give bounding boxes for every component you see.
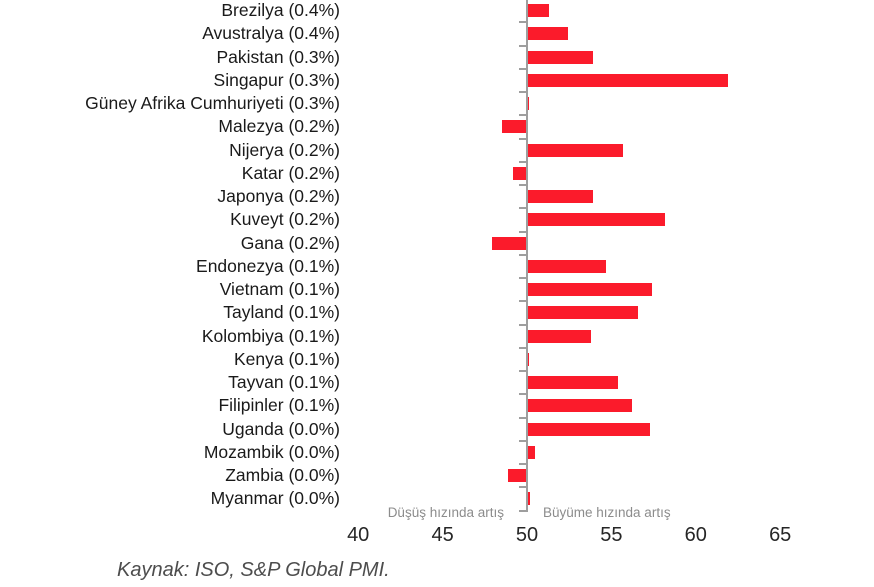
category-label: Myanmar (0.0%)	[210, 488, 340, 509]
axis-tick	[519, 160, 526, 163]
category-label: Zambia (0.0%)	[225, 465, 340, 485]
category-label: Tayvan (0.1%)	[228, 372, 340, 392]
category-label: Uganda (0.0%)	[222, 418, 340, 439]
axis-tick	[519, 486, 526, 489]
axis-tick	[519, 463, 526, 465]
bar	[527, 190, 593, 204]
axis-tick	[519, 253, 526, 256]
category-label: Kolombiya (0.1%)	[201, 325, 340, 346]
bar	[491, 236, 527, 250]
category-label: Japonya (0.2%)	[217, 186, 340, 206]
bar	[508, 469, 527, 483]
category-label: Endonezya (0.1%)	[196, 255, 340, 276]
axis-tick	[519, 277, 526, 279]
axis-tick	[519, 230, 526, 233]
category-label: Filipinler (0.1%)	[218, 395, 340, 416]
x-tick-label: 40	[347, 524, 370, 546]
baseline-axis-line	[526, 0, 528, 512]
axis-tick	[519, 509, 526, 512]
category-label: Mozambik (0.0%)	[203, 441, 340, 462]
bar	[527, 376, 619, 390]
category-label: Nijerya (0.2%)	[229, 139, 340, 160]
category-label: Gana (0.2%)	[240, 232, 340, 253]
bar	[527, 399, 632, 413]
category-label: Singapur (0.3%)	[213, 69, 340, 90]
category-label: Katar (0.2%)	[241, 162, 340, 183]
axis-tick	[519, 370, 526, 372]
category-label: Tayland (0.1%)	[223, 302, 340, 323]
axis-tick	[519, 44, 526, 47]
category-label: Avustralya (0.4%)	[202, 23, 340, 44]
annotation-expansion: Büyüme hızında artış	[543, 505, 671, 520]
axis-tick	[519, 21, 526, 24]
bar	[527, 422, 651, 436]
bar	[527, 4, 549, 18]
bar	[527, 27, 568, 41]
bar	[527, 259, 607, 273]
x-tick-label: 65	[769, 524, 792, 546]
x-tick-label: 45	[431, 524, 454, 546]
bar	[513, 166, 527, 180]
axis-tick	[519, 91, 526, 93]
bar	[527, 143, 624, 157]
category-label: Kuveyt (0.2%)	[230, 209, 340, 230]
x-tick-label: 55	[600, 524, 623, 546]
bar	[527, 306, 639, 320]
bar	[527, 492, 531, 506]
axis-tick	[519, 114, 526, 117]
category-label: Pakistan (0.3%)	[216, 46, 340, 67]
axis-tick	[519, 323, 526, 326]
axis-tick	[519, 393, 526, 396]
category-label: Vietnam (0.1%)	[219, 279, 340, 299]
category-label: Malezya (0.2%)	[218, 116, 340, 137]
axis-tick	[519, 67, 526, 70]
x-tick-label: 60	[684, 524, 707, 546]
axis-tick	[519, 137, 526, 140]
bar	[527, 445, 536, 459]
source-note: Kaynak: ISO, S&P Global PMI.	[117, 559, 390, 581]
axis-tick	[519, 207, 526, 210]
bar	[527, 213, 666, 227]
category-label: Brezilya (0.4%)	[221, 0, 340, 20]
bar	[527, 73, 728, 87]
category-label: Kenya (0.1%)	[233, 348, 340, 369]
bar	[527, 50, 593, 64]
axis-tick	[519, 346, 526, 349]
bar	[527, 329, 592, 343]
axis-tick	[519, 416, 526, 419]
category-label: Güney Afrika Cumhuriyeti (0.3%)	[85, 93, 340, 113]
bar	[501, 120, 527, 134]
annotation-contraction: Düşüş hızında artış	[387, 505, 504, 520]
axis-tick	[519, 439, 526, 442]
axis-tick	[519, 184, 526, 186]
axis-tick	[519, 300, 526, 303]
x-tick-label: 50	[515, 524, 539, 546]
bar	[527, 283, 652, 297]
